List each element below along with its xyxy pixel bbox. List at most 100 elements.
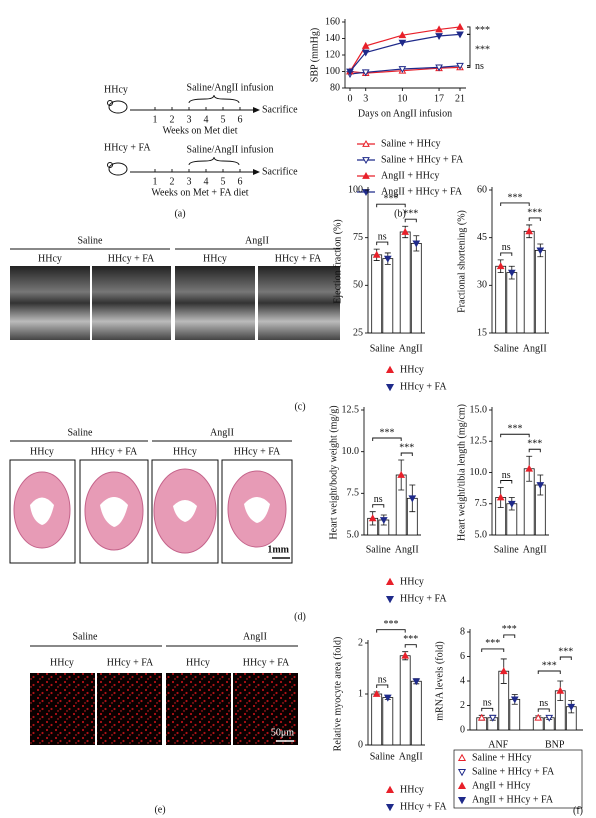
column-header: HHcy + FA (108, 253, 155, 264)
significance-label: *** (383, 194, 398, 205)
marker (398, 66, 407, 74)
marker (361, 41, 370, 49)
bar (410, 680, 422, 746)
marker (401, 227, 410, 235)
marker (401, 651, 410, 659)
y-tick-label: 45 (477, 232, 487, 243)
mouse-icon (107, 100, 113, 106)
significance-label: *** (403, 209, 418, 220)
week-label: 5 (221, 176, 226, 187)
panel-label: (b) (394, 208, 406, 219)
week-label: 2 (170, 176, 175, 187)
scale-label: 50μm (271, 727, 294, 738)
significance-bracket (481, 707, 494, 712)
y-tick-label: 6 (460, 651, 465, 662)
end-label: Sacrifice (262, 104, 298, 115)
significance-bracket (537, 670, 561, 674)
bar (523, 230, 535, 334)
significance-label: *** (475, 25, 490, 36)
column-header: HHcy (203, 253, 227, 264)
ventricle (30, 497, 54, 525)
brace (188, 156, 240, 166)
marker (383, 694, 392, 702)
legend-marker (385, 365, 395, 374)
significance-label: *** (485, 638, 500, 649)
significance-label: *** (527, 207, 542, 218)
significance-bracket (559, 656, 572, 660)
marker (361, 69, 370, 77)
x-tick-label: 17 (434, 93, 444, 104)
marker (496, 262, 505, 270)
marker (556, 686, 565, 694)
fluorescence-image (233, 673, 298, 745)
x-tick-label: 0 (348, 93, 353, 104)
schematic-row: HHcy Saline/AngII infusion Sacrifice 1 2 3… (104, 82, 298, 136)
legend-marker (457, 781, 467, 790)
week-label: 1 (153, 114, 158, 125)
y-tick-label: 4 (460, 675, 465, 686)
significance-label: *** (403, 634, 418, 645)
group-label: HHcy + FA (104, 142, 151, 153)
significance-label: *** (383, 619, 398, 630)
week-label: 3 (187, 114, 192, 125)
marker (507, 269, 516, 277)
legend-label: AngII + HHcy (472, 780, 530, 791)
significance-bracket (503, 634, 516, 638)
x-tick-label: AngII (523, 343, 547, 354)
y-tick-label: 0 (358, 739, 363, 750)
bar (382, 258, 394, 334)
mouse-icon (107, 162, 113, 168)
group-header: Saline (73, 631, 99, 642)
week-label: 4 (204, 176, 209, 187)
x-tick-label: Saline (366, 544, 392, 555)
marker (496, 493, 505, 501)
legend-marker (362, 139, 370, 147)
x-tick-label: ANF (488, 739, 508, 750)
marker (408, 495, 417, 503)
group-header: AngII (210, 427, 234, 438)
legend-marker (385, 595, 395, 604)
y-tick-label: 12.5 (470, 436, 488, 447)
x-tick-label: AngII (399, 751, 423, 762)
marker (383, 255, 392, 263)
week-label: 2 (170, 114, 175, 125)
marker (368, 514, 377, 522)
significance-label: *** (542, 660, 557, 671)
marker (456, 62, 464, 70)
echo-image (92, 266, 171, 340)
ventricle (244, 497, 270, 523)
panel-label: (f) (573, 805, 583, 816)
week-ticks: 1 2 3 4 5 6 (153, 169, 243, 187)
group-header: AngII (245, 235, 269, 246)
schematic-row: HHcy + FA Saline/AngII infusion Sacrific… (104, 142, 298, 198)
panel-label: (a) (174, 208, 185, 219)
significance-label: *** (527, 439, 542, 450)
legend-marker (385, 785, 395, 794)
column-header: HHcy + FA (234, 446, 281, 457)
significance-bracket (376, 203, 406, 208)
x-tick-label: AngII (399, 343, 423, 354)
fluorescence-image (30, 673, 95, 745)
x-tick-label: BNP (545, 739, 565, 750)
legend-label: Saline + HHcy (381, 138, 441, 149)
significance-label: ns (502, 470, 511, 481)
y-tick-label: 100 (325, 66, 340, 77)
legend-label: HHcy + FA (400, 381, 447, 392)
y-tick-label: 5.0 (475, 529, 488, 540)
significance-bracket (372, 504, 385, 508)
significance-label: *** (399, 442, 414, 453)
panel-label: (e) (154, 804, 165, 815)
significance-bracket (500, 202, 530, 206)
bar (534, 249, 546, 334)
y-tick-label: 60 (477, 184, 487, 195)
echo-image (175, 266, 255, 340)
column-header: HHcy (30, 446, 54, 457)
group-header: Saline (78, 235, 104, 246)
bar (382, 697, 394, 746)
x-axis-label: Days on AngII infusion (358, 108, 452, 119)
group-label: HHcy (104, 84, 128, 95)
marker (456, 31, 464, 39)
y-axis-label: mRNA levels (fold) (434, 641, 445, 720)
y-tick-label: 10.0 (342, 446, 360, 457)
